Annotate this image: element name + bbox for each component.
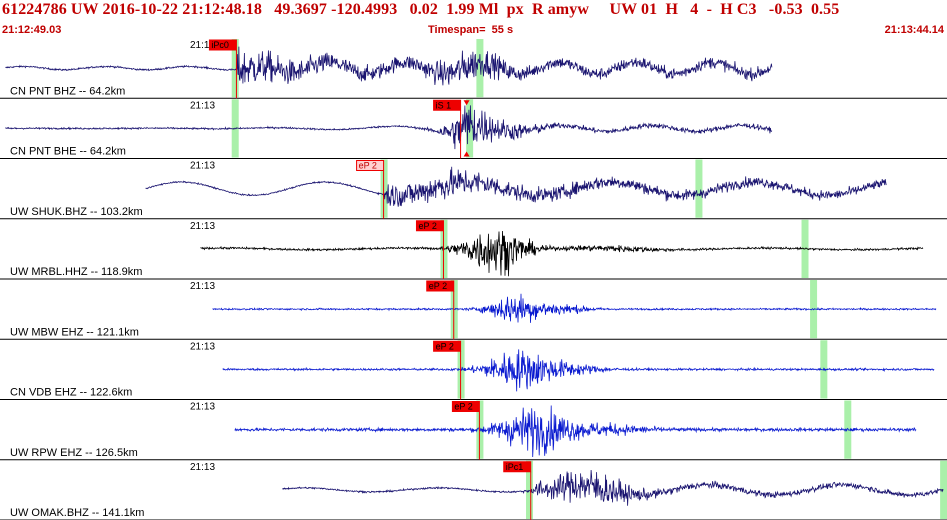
start-time: 21:12:49.03 bbox=[2, 24, 62, 36]
event-title: 61224786 UW 2016-10-22 21:12:48.18 49.36… bbox=[2, 1, 840, 18]
trace-6-station-label: CN VDB EHZ -- 122.6km bbox=[10, 387, 132, 399]
trace-1-marker-2 bbox=[476, 39, 484, 98]
trace-2-pick-box bbox=[433, 99, 462, 111]
trace-2-station-label: CN PNT BHE -- 64.2km bbox=[10, 146, 126, 158]
trace-4-pick-box bbox=[415, 220, 444, 232]
trace-2-time-label: 21:13 bbox=[190, 100, 215, 111]
trace-1-waveform bbox=[5, 46, 773, 86]
trace-4-pick-label: eP 2 bbox=[418, 221, 436, 231]
trace-1-station-label: CN PNT BHZ -- 64.2km bbox=[10, 85, 125, 97]
trace-3-station-label: UW SHUK.BHZ -- 103.2km bbox=[10, 206, 143, 218]
trace-8-waveform bbox=[282, 469, 944, 506]
trace-3-pick-label: eP 2 bbox=[359, 161, 377, 171]
trace-1-pick-label: iPc0 bbox=[211, 40, 229, 50]
trace-8-marker-1 bbox=[526, 460, 534, 519]
trace-8-pick-box bbox=[503, 461, 532, 473]
trace-7-pick-label: eP 2 bbox=[454, 402, 472, 412]
trace-7-time-label: 21:13 bbox=[190, 402, 215, 413]
trace-6-waveform bbox=[222, 349, 935, 392]
trace-3-waveform bbox=[145, 166, 887, 207]
trace-2-pick-label: iS 1 bbox=[436, 100, 452, 110]
trace-3-marker-2 bbox=[695, 159, 703, 218]
trace-3-time-label: 21:13 bbox=[190, 161, 215, 172]
header: 61224786 UW 2016-10-22 21:12:48.18 49.36… bbox=[0, 0, 947, 38]
trace-2-s-arrow-top bbox=[463, 100, 470, 106]
trace-8-time-label: 21:13 bbox=[190, 462, 215, 473]
trace-6-pick-box bbox=[433, 340, 462, 352]
trace-8-marker-2 bbox=[940, 460, 947, 519]
trace-2-s-arrow-bottom bbox=[463, 151, 470, 157]
timespan-label: Timespan= 55 s bbox=[428, 24, 514, 36]
trace-5-time-label: 21:13 bbox=[190, 281, 215, 292]
trace-4-waveform bbox=[200, 230, 924, 277]
trace-5-pick-box bbox=[426, 280, 455, 292]
trace-7-waveform bbox=[234, 405, 917, 458]
trace-1-time-label: 21:13 bbox=[190, 40, 215, 51]
trace-5-station-label: UW MBW EHZ -- 121.1km bbox=[10, 326, 139, 338]
trace-5-pick-label: eP 2 bbox=[429, 281, 447, 291]
trace-8-station-label: UW OMAK.BHZ -- 141.1km bbox=[10, 507, 144, 519]
end-time: 21:13:44.14 bbox=[884, 24, 944, 36]
trace-7-pick-box bbox=[451, 401, 480, 412]
trace-1-pick-box bbox=[208, 39, 237, 51]
trace-2-waveform bbox=[5, 105, 773, 150]
trace-1-marker-1 bbox=[231, 39, 239, 98]
trace-6-time-label: 21:13 bbox=[190, 341, 215, 352]
trace-7-station-label: UW RPW EHZ -- 126.5km bbox=[10, 447, 138, 459]
trace-5-waveform bbox=[212, 293, 937, 323]
trace-6-pick-label: eP 2 bbox=[436, 341, 454, 351]
trace-4-time-label: 21:13 bbox=[190, 221, 215, 232]
trace-4-station-label: UW MRBL.HHZ -- 118.9km bbox=[10, 266, 142, 278]
trace-7-marker-2 bbox=[844, 400, 852, 459]
trace-8-pick-label: iPc1 bbox=[506, 462, 524, 472]
trace-3-pick-box bbox=[356, 160, 385, 171]
